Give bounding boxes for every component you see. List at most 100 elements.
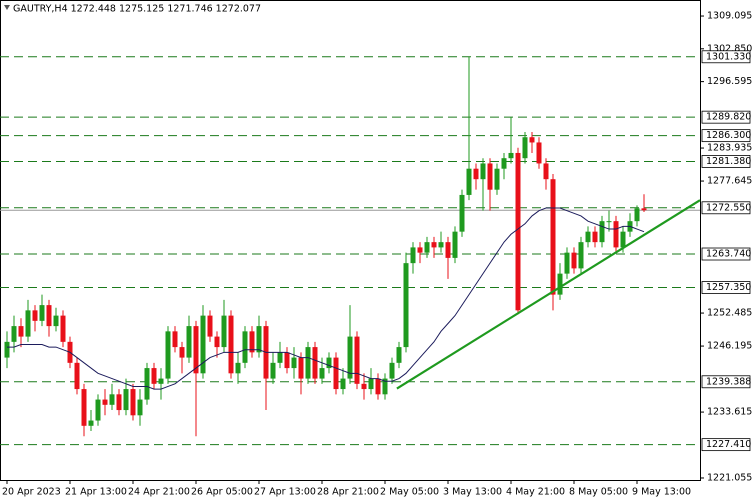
- level-label: 1286.300: [706, 130, 751, 141]
- candle-body: [536, 142, 542, 164]
- candle-body: [445, 242, 451, 258]
- candle-body: [298, 357, 304, 379]
- candle-body: [333, 357, 339, 390]
- candle-body: [179, 347, 185, 358]
- candle-body: [452, 231, 458, 258]
- candle-body: [221, 315, 227, 348]
- x-tick-label: 21 Apr 13:00: [65, 487, 127, 498]
- candle-body: [109, 394, 115, 405]
- x-tick-label: 28 Apr 21:00: [317, 487, 379, 498]
- candle-body: [305, 347, 311, 379]
- candle-body: [270, 362, 276, 379]
- candle-body: [284, 352, 290, 369]
- candle-body: [417, 247, 423, 253]
- level-label: 1239.388: [706, 376, 751, 387]
- candle-body: [480, 163, 486, 180]
- x-tick-label: 4 May 21:00: [506, 487, 565, 498]
- candle-body: [291, 357, 297, 369]
- candle-body: [515, 152, 521, 311]
- candle-body: [340, 378, 346, 390]
- candle-body: [235, 362, 241, 374]
- y-tick-label: 1221.055: [707, 472, 752, 483]
- y-tick-label: 1246.195: [707, 341, 752, 352]
- candle-body: [354, 336, 360, 384]
- candle-body: [39, 305, 45, 321]
- level-label: 1227.410: [706, 439, 751, 450]
- level-label-box: [701, 438, 751, 452]
- candle-body: [46, 305, 52, 327]
- candle-body: [137, 399, 143, 416]
- y-tick-label: 1277.645: [707, 176, 752, 187]
- candle-body: [403, 263, 409, 348]
- candle-body: [613, 221, 619, 248]
- y-tick-label: 1309.095: [707, 11, 752, 22]
- candle-body: [151, 368, 157, 384]
- candle-body: [508, 152, 514, 159]
- candle-body: [214, 336, 220, 348]
- x-tick-label: 20 Apr 2023: [2, 487, 61, 498]
- candle-body: [88, 420, 94, 426]
- candle-body: [382, 378, 388, 395]
- x-tick-label: 26 Apr 05:00: [191, 487, 253, 498]
- x-tick-label: 3 May 13:00: [443, 487, 502, 498]
- candle-body: [592, 231, 598, 243]
- candle-body: [242, 331, 248, 363]
- candle-body: [74, 362, 80, 390]
- candle-body: [529, 137, 535, 143]
- candle-body: [123, 389, 129, 411]
- x-tick-label: 8 May 05:00: [569, 487, 628, 498]
- candle-body: [599, 221, 605, 243]
- candle-body: [207, 315, 213, 337]
- level-label-box: [701, 110, 751, 124]
- candle-body: [312, 347, 318, 379]
- candle-body: [543, 163, 549, 180]
- candle-body: [95, 399, 101, 421]
- candle-body: [578, 242, 584, 269]
- x-tick-label: 2 May 05:00: [380, 487, 439, 498]
- candle-body: [410, 247, 416, 264]
- level-label: 1257.350: [706, 282, 751, 293]
- candle-body: [620, 231, 626, 248]
- x-tick-label: 24 Apr 21:00: [128, 487, 190, 498]
- candle-body: [473, 168, 479, 180]
- level-label-box: [701, 129, 751, 143]
- candle-body: [571, 252, 577, 269]
- candle-body: [186, 326, 192, 358]
- level-label: 1301.330: [706, 51, 751, 62]
- candle-body: [389, 362, 395, 379]
- candle-body: [396, 347, 402, 363]
- level-label: 1272.550: [706, 202, 751, 213]
- level-label-box: [701, 155, 751, 168]
- candle-body: [326, 357, 332, 369]
- candle-body: [158, 378, 164, 384]
- level-label: 1263.740: [706, 249, 751, 260]
- level-label-box: [701, 247, 751, 261]
- candle-body: [466, 168, 472, 195]
- level-label-box: [701, 50, 751, 64]
- candle-body: [494, 168, 500, 190]
- candle-body: [249, 331, 255, 353]
- x-tick-label: 27 Apr 13:00: [254, 487, 316, 498]
- candle-body: [347, 336, 353, 379]
- y-tick-label: 1296.595: [707, 76, 752, 87]
- candle-body: [60, 315, 66, 342]
- candle-body: [606, 221, 612, 223]
- candle-body: [116, 394, 122, 411]
- candle-body: [459, 194, 465, 232]
- x-tick-label: 9 May 13:00: [632, 487, 691, 498]
- candle-body: [501, 158, 507, 169]
- candle-body: [172, 331, 178, 348]
- candle-body: [130, 389, 136, 416]
- y-tick-label: 1252.485: [707, 308, 752, 319]
- candle-body: [165, 331, 171, 379]
- candle-body: [18, 326, 24, 337]
- trendline: [396, 199, 701, 390]
- candle-body: [4, 341, 10, 358]
- candle-body: [550, 179, 556, 295]
- candle-body: [368, 378, 374, 390]
- candle-body: [11, 326, 17, 342]
- candle-body: [144, 368, 150, 400]
- level-label-box: [701, 281, 751, 294]
- candle-body: [228, 315, 234, 374]
